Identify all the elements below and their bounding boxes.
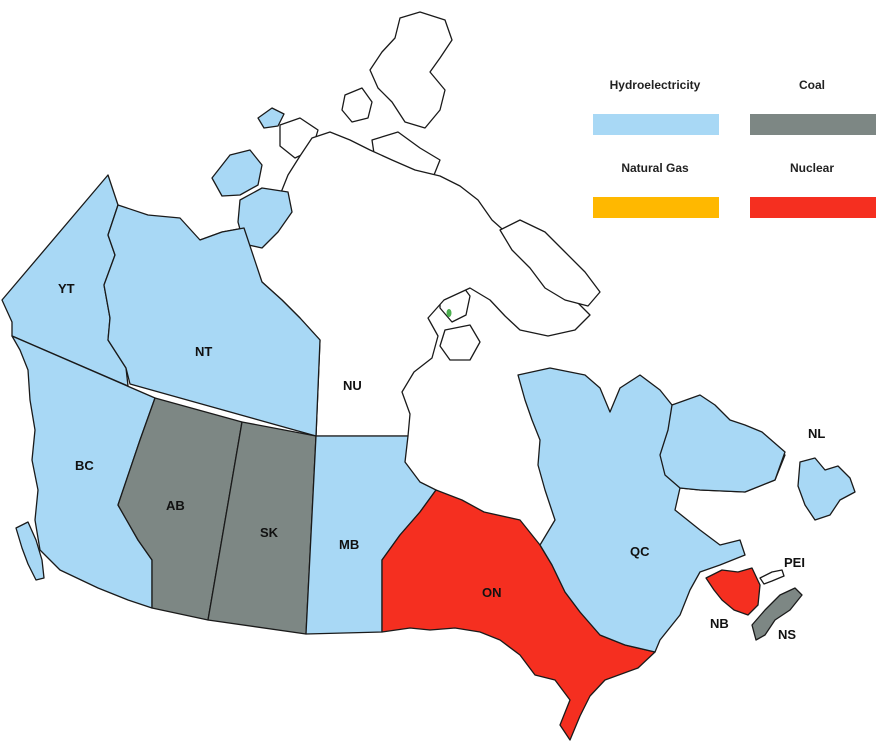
- legend-swatch: [750, 114, 876, 135]
- label-AB: AB: [166, 498, 185, 513]
- arctic-hydro-islands: [211, 107, 293, 249]
- region-NL-island: [797, 457, 856, 521]
- region-NS: [751, 587, 803, 641]
- region-NL: [659, 394, 786, 493]
- label-MB: MB: [339, 537, 359, 552]
- label-PEI: PEI: [784, 555, 805, 570]
- legend-label: Coal: [798, 78, 825, 92]
- label-QC: QC: [630, 544, 650, 559]
- legend-label: Natural Gas: [621, 161, 689, 175]
- label-NB: NB: [710, 616, 729, 631]
- legend-swatch: [593, 197, 719, 218]
- small-green-marker: [446, 309, 452, 317]
- label-BC: BC: [75, 458, 94, 473]
- legend-swatch: [750, 197, 876, 218]
- label-SK: SK: [260, 525, 279, 540]
- label-NS: NS: [778, 627, 796, 642]
- region-NT: [103, 204, 321, 437]
- legend-label: Hydroelectricity: [609, 78, 701, 92]
- label-NT: NT: [195, 344, 212, 359]
- region-BC-island: [15, 521, 45, 581]
- region-NU-island: [499, 219, 601, 307]
- legend-swatch: [593, 114, 719, 135]
- legend-label: Nuclear: [789, 161, 835, 175]
- label-YT: YT: [58, 281, 75, 296]
- label-NU: NU: [343, 378, 362, 393]
- label-ON: ON: [482, 585, 502, 600]
- province-labels: YT NT NU BC AB SK MB ON QC NL NB NS PEI: [58, 281, 825, 642]
- region-PEI: [759, 569, 785, 585]
- label-NL: NL: [808, 426, 825, 441]
- region-NB: [705, 567, 761, 616]
